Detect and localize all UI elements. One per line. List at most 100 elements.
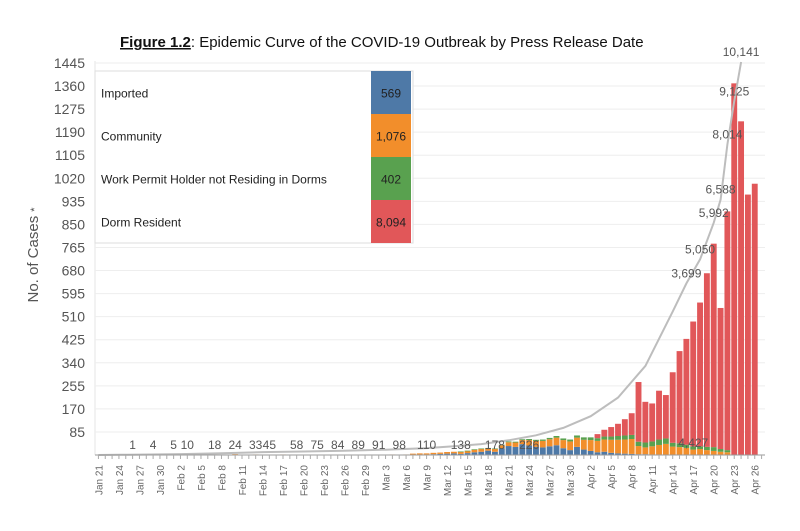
- y-tick-label: 85: [69, 424, 85, 440]
- bar-segment-1: [437, 453, 444, 455]
- bar-segment-3: [512, 441, 519, 443]
- bar-segment-2: [539, 440, 546, 448]
- bar-segment-1: [450, 453, 457, 455]
- bar-segment-3: [464, 450, 471, 452]
- x-tick-label: Feb 23: [320, 465, 331, 497]
- bar-segment-1: [608, 452, 615, 455]
- bar-segment-3: [478, 448, 485, 450]
- legend-label: Community: [101, 130, 162, 144]
- bar-segment-4: [642, 401, 649, 443]
- bar-segment-1: [505, 446, 512, 455]
- x-tick-label: Feb 20: [300, 465, 311, 497]
- x-tick-label: Feb 5: [197, 465, 208, 491]
- bar-segment-4: [594, 434, 601, 439]
- bar-segment-3: [485, 447, 492, 449]
- cumulative-label: 24: [228, 438, 242, 452]
- cumulative-label: 4,427: [678, 436, 708, 450]
- x-tick-label: Mar 6: [402, 465, 413, 491]
- bar-segment-1: [574, 446, 580, 455]
- y-tick-labels: 85 170 255 340 425 510 595 680 765 850 935 1020 1105…: [54, 55, 85, 440]
- bar-segment-2: [615, 439, 621, 454]
- bar-segment-2: [601, 439, 608, 452]
- y-tick-label: 1190: [55, 124, 85, 140]
- bar-segment-3: [574, 435, 580, 438]
- bar-segment-2: [574, 437, 580, 447]
- legend-swatch: [371, 71, 411, 114]
- x-tick-label: Apr 11: [648, 465, 659, 494]
- bar-segment-2: [409, 453, 416, 455]
- bar-segment-2: [676, 447, 683, 455]
- y-axis-label-text: No. of Cases: [25, 216, 42, 303]
- bar-segment-4: [635, 382, 642, 442]
- y-tick-label: 255: [62, 378, 86, 394]
- bar-segment-2: [587, 440, 594, 451]
- bar-stacks: [95, 83, 758, 456]
- bar-segment-2: [478, 449, 485, 452]
- bar-segment-4: [669, 372, 676, 443]
- bar-segment-2: [533, 440, 539, 447]
- x-tick-label: Feb 8: [217, 465, 228, 491]
- bar-segment-2: [656, 444, 662, 455]
- y-tick-label: 1360: [54, 78, 85, 94]
- y-axis-label-mark: *: [29, 207, 41, 212]
- y-tick-label: 1105: [55, 147, 85, 163]
- bar-segment-2: [697, 449, 703, 455]
- bar-segment-3: [492, 448, 498, 450]
- bar-segment-4: [744, 194, 751, 456]
- bar-segment-2: [232, 454, 239, 455]
- x-tick-label: Jan 30: [156, 465, 167, 495]
- bar-segment-2: [485, 448, 492, 451]
- bar-segment-3: [717, 449, 724, 452]
- x-tick-label: Feb 14: [259, 465, 270, 497]
- cumulative-label: 5,050: [685, 242, 715, 256]
- x-tick-label: Mar 12: [443, 465, 454, 497]
- bar-segment-3: [642, 442, 649, 448]
- bar-segment-3: [519, 439, 526, 441]
- cumulative-label: 10: [181, 438, 195, 452]
- bar-segment-2: [430, 452, 437, 455]
- legend-value: 569: [381, 87, 401, 101]
- legend-label: Work Permit Holder not Residing in Dorms: [101, 173, 327, 187]
- y-tick-label: 595: [62, 286, 86, 302]
- chart-title-bold: Figure 1.2: [120, 34, 191, 51]
- bar-segment-4: [731, 83, 738, 456]
- x-tick-label: Jan 24: [115, 465, 126, 495]
- bar-segment-3: [546, 437, 553, 440]
- cumulative-label: 1: [129, 438, 136, 452]
- x-axis: Jan 21 Jan 24 Jan 27 Jan 30 Feb 2 Feb 5 Feb 8 F…: [94, 454, 765, 497]
- cumulative-label: 58: [290, 438, 304, 452]
- bar-segment-3: [656, 439, 662, 445]
- x-tick-label: Apr 5: [607, 465, 618, 489]
- bar-segment-2: [444, 452, 451, 454]
- x-tick-label: Apr 17: [689, 465, 700, 495]
- x-tick-label: Feb 29: [361, 465, 372, 497]
- x-tick-label: Jan 21: [94, 465, 105, 495]
- bar-segment-3: [710, 447, 717, 451]
- bar-segment-4: [608, 427, 615, 437]
- bar-segment-3: [697, 446, 703, 450]
- bar-segment-2: [642, 447, 649, 455]
- bar-segment-3: [683, 444, 690, 448]
- legend-box: [94, 70, 414, 244]
- x-tick-label: Mar 3: [382, 465, 393, 491]
- bar-segment-2: [608, 439, 615, 453]
- bar-segment-3: [703, 446, 710, 451]
- bar-segment-1: [621, 453, 628, 455]
- bar-segment-1: [471, 452, 478, 455]
- bar-segment-1: [512, 446, 519, 455]
- bar-segment-2: [703, 450, 710, 455]
- bar-segment-3: [635, 441, 642, 447]
- legend-value: 1,076: [376, 130, 406, 144]
- bar-segment-4: [649, 403, 656, 442]
- bar-segment-1: [519, 444, 526, 455]
- bar-segment-2: [567, 441, 574, 451]
- bar-segment-4: [717, 307, 724, 450]
- x-tick-label: Mar 21: [505, 465, 516, 497]
- bar-segment-3: [690, 446, 697, 450]
- bar-segment-2: [471, 449, 478, 453]
- bar-segment-2: [450, 451, 457, 454]
- x-tick-label: Feb 26: [341, 465, 352, 497]
- bar-segment-1: [546, 446, 553, 455]
- bar-segment-2: [457, 451, 464, 454]
